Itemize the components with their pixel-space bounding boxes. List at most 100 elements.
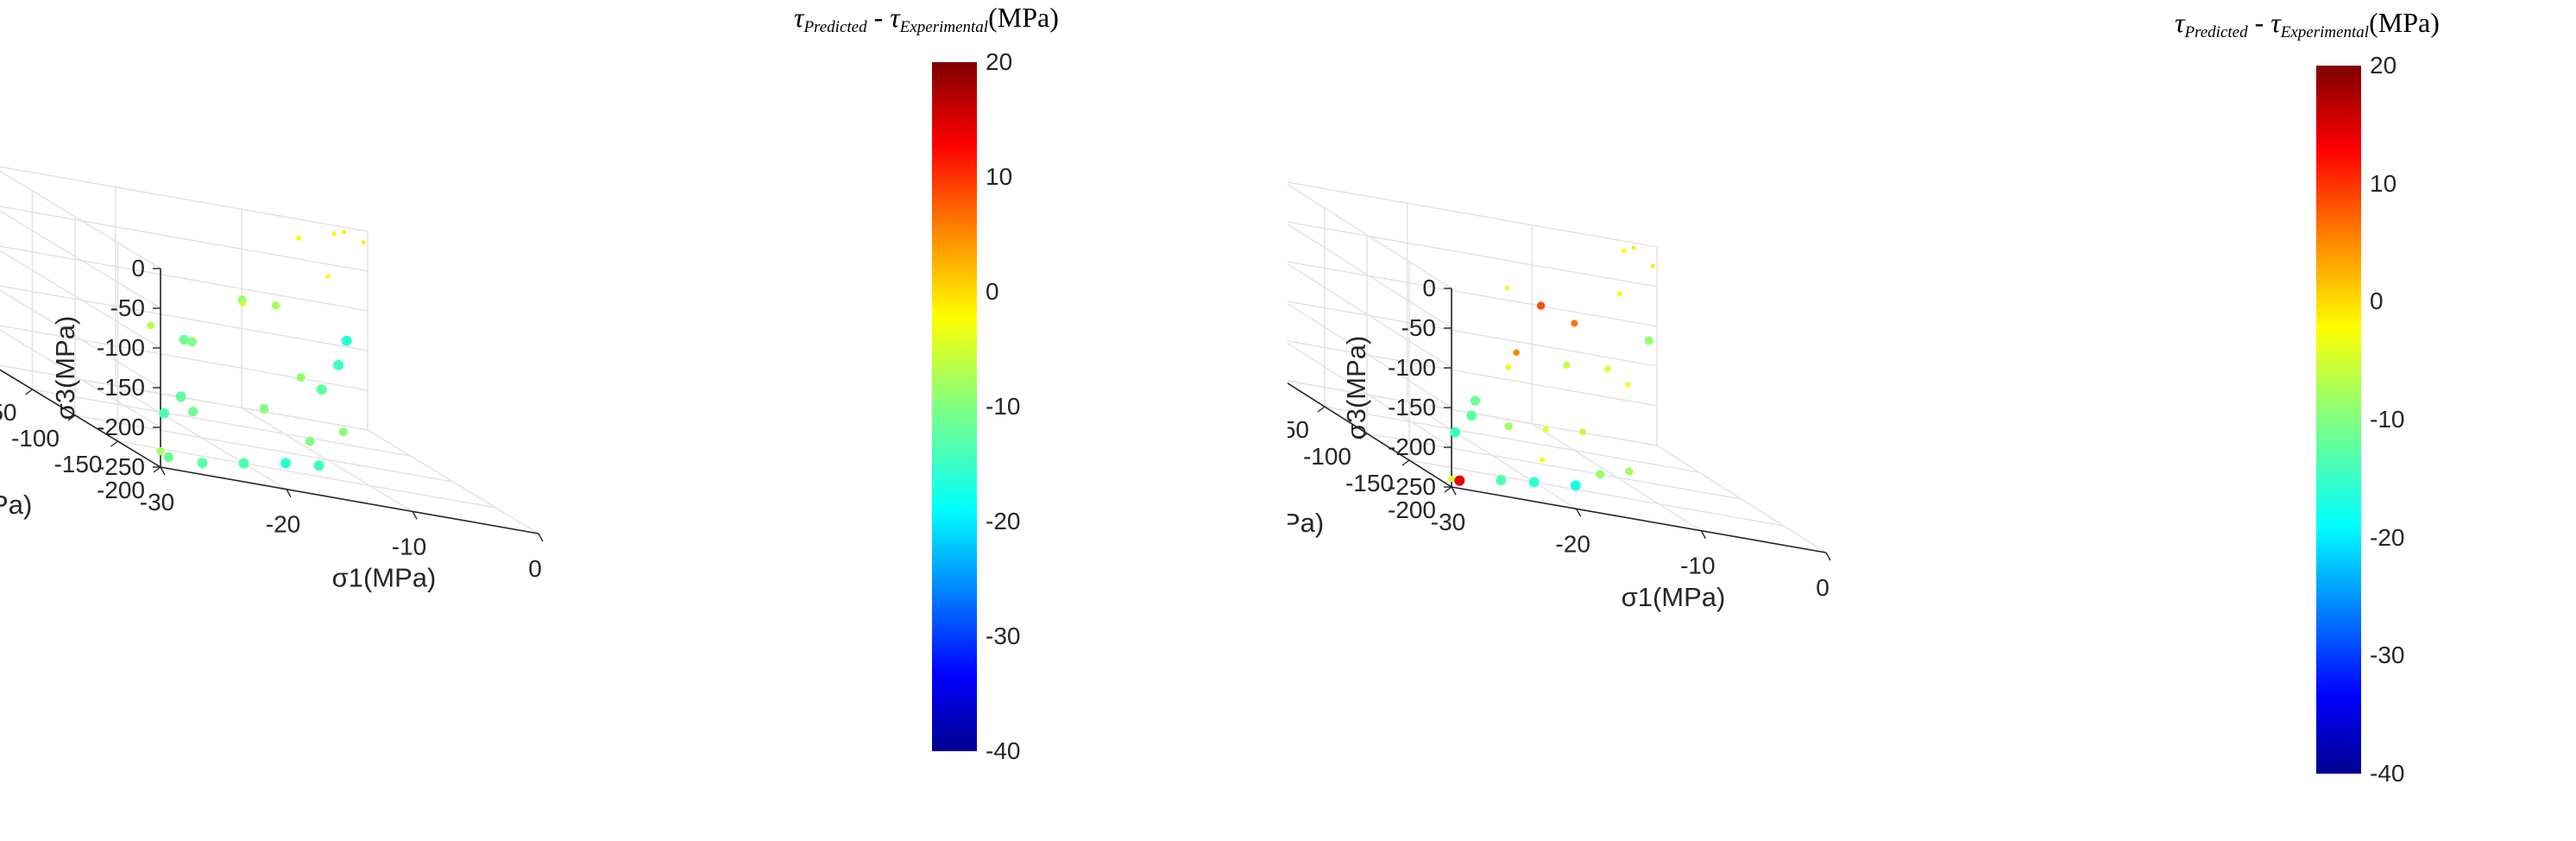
z-tick-label: 0 xyxy=(1422,275,1436,301)
data-point xyxy=(1454,475,1465,486)
z-tick-label: -150 xyxy=(97,374,145,401)
data-point xyxy=(296,373,305,383)
colorbar xyxy=(2316,66,2361,774)
colorbar-title-sub-experimental: Experimental xyxy=(2280,23,2370,41)
z-axis-label: σ3(MPa) xyxy=(50,316,80,420)
data-point xyxy=(1450,427,1461,438)
data-point xyxy=(187,407,198,417)
grid-line xyxy=(74,414,454,483)
x-tick-label: -10 xyxy=(392,533,426,560)
x-axis-line xyxy=(1451,486,1827,553)
data-point xyxy=(163,452,174,463)
colorbar-tick-label: -20 xyxy=(986,508,1021,534)
grid-line xyxy=(0,245,368,312)
data-point xyxy=(239,299,246,307)
grid-line xyxy=(1288,342,1452,448)
grid-line xyxy=(0,210,161,309)
y-axis-label: σ2(MPa) xyxy=(1288,508,1324,538)
x-tick-mark xyxy=(1576,508,1582,517)
colorbar-tick-label: 10 xyxy=(2370,169,2397,197)
colorbar-title-tau-2: τ xyxy=(890,2,900,33)
x-tick-label: 0 xyxy=(528,555,542,582)
chart-panel-left: -30-20-100σ1(MPa)0-50-100-150-200σ2(MPa)… xyxy=(0,2,1059,764)
data-point xyxy=(1542,426,1549,433)
colorbar-tick-label: -10 xyxy=(986,393,1021,420)
colorbar-title-separator: - xyxy=(866,2,891,33)
data-points xyxy=(147,230,366,471)
grid-line xyxy=(32,389,411,457)
data-point xyxy=(1563,361,1571,369)
colorbar-title-unit: (MPa) xyxy=(988,2,1059,33)
colorbar-title: τPredicted - τExperimental(MPa) xyxy=(2175,7,2440,42)
z-tick-label: -100 xyxy=(97,334,145,361)
data-point xyxy=(1536,301,1546,310)
data-point xyxy=(280,458,291,469)
x-ticks: -30 -20 -10 0 xyxy=(1431,486,1831,601)
x-tick-label: -10 xyxy=(1680,553,1715,579)
y-tick-mark xyxy=(67,414,76,421)
y-tick-mark xyxy=(153,466,161,473)
colorbar-title-sub-predicted: Predicted xyxy=(2184,23,2248,41)
data-point xyxy=(313,460,324,471)
data-point xyxy=(1448,476,1455,483)
z-axis-label: σ3(MPa) xyxy=(1341,336,1371,440)
x-tick-mark xyxy=(538,533,544,542)
data-point xyxy=(333,359,344,370)
grid-line xyxy=(1324,406,1700,473)
y-tick-mark xyxy=(1317,406,1326,413)
scatter-3d-plot-left: -30-20-100σ1(MPa)0-50-100-150-200σ2(MPa)… xyxy=(0,166,544,593)
x-tick-label: -20 xyxy=(1555,530,1590,557)
data-point xyxy=(1570,480,1581,491)
y-tick-label: -200 xyxy=(1388,496,1436,523)
z-tick-label: -50 xyxy=(1401,314,1436,341)
data-point xyxy=(338,427,348,437)
x-axis-label: σ1(MPa) xyxy=(332,563,437,593)
x-tick-label: 0 xyxy=(1816,574,1830,601)
grid-line xyxy=(1288,223,1452,329)
y-tick-label: -150 xyxy=(54,451,102,477)
x-tick-label: -20 xyxy=(266,511,300,538)
data-point xyxy=(1631,245,1636,250)
data-point xyxy=(341,335,352,346)
data-point xyxy=(1470,395,1481,406)
colorbar-title-separator: - xyxy=(2247,7,2271,38)
z-tick-label: 0 xyxy=(131,255,145,281)
y-tick-label: -150 xyxy=(1345,470,1394,496)
data-point xyxy=(1616,291,1622,297)
z-tick-label: -200 xyxy=(97,414,145,440)
data-point xyxy=(296,235,302,241)
data-point xyxy=(324,274,331,279)
colorbar-tick-label: -10 xyxy=(2370,406,2405,433)
data-point xyxy=(197,458,208,469)
data-point xyxy=(305,436,315,446)
grid-line xyxy=(117,440,496,509)
data-point xyxy=(1513,349,1520,357)
x-tick-label: -30 xyxy=(140,489,174,515)
data-point xyxy=(1466,410,1477,421)
x-axis-line xyxy=(160,466,539,534)
x-ticks: -30 -20 -10 0 xyxy=(140,466,544,582)
colorbar-title: τPredicted - τExperimental(MPa) xyxy=(794,2,1059,37)
data-point xyxy=(316,384,327,395)
grid-line xyxy=(0,206,368,272)
grid-line xyxy=(1288,262,1452,369)
data-point xyxy=(1504,422,1513,431)
colorbar xyxy=(932,62,977,751)
data-point xyxy=(147,321,154,330)
chart-panel-right: -30-20-100σ1(MPa)0-50-100-150-200σ2(MPa)… xyxy=(1288,0,2575,841)
z-tick-label: -250 xyxy=(1388,473,1436,500)
data-point xyxy=(179,334,189,345)
data-point xyxy=(1603,365,1611,373)
data-point xyxy=(1571,319,1578,327)
colorbar-title-tau: τ xyxy=(794,2,804,33)
colorbar-tick-label: 20 xyxy=(2370,52,2397,79)
x-tick-mark xyxy=(286,489,292,498)
y-axis-label: σ2(MPa) xyxy=(0,490,32,520)
z-tick-label: -200 xyxy=(1388,433,1436,460)
data-point xyxy=(1579,428,1587,436)
x-tick-label: -30 xyxy=(1431,509,1465,535)
y-tick-label: -100 xyxy=(11,425,60,452)
data-point xyxy=(1496,475,1507,485)
y-tick-label: -200 xyxy=(97,477,145,503)
grid-line xyxy=(1288,183,1452,289)
